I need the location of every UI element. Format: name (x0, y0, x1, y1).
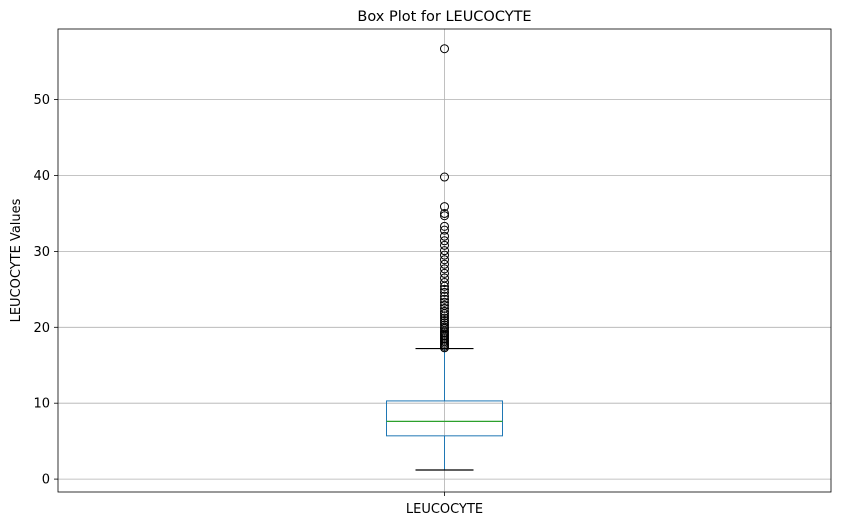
outlier-point (440, 300, 449, 310)
outlier-point (440, 221, 449, 231)
outlier-point (440, 297, 449, 307)
outlier-point (440, 268, 449, 278)
outlier-point (440, 273, 449, 283)
outlier-point (440, 44, 449, 54)
outlier-point (440, 250, 449, 260)
outlier-point (440, 255, 449, 265)
y-tick-label: 0 (42, 473, 50, 488)
outlier-point (440, 284, 449, 294)
outlier-point (440, 208, 449, 218)
axes: 0 10 20 30 40 50 LEUCOCYTE (33, 93, 483, 517)
outlier-point (440, 172, 449, 182)
outlier-point (440, 211, 449, 221)
outlier-point (440, 303, 449, 313)
outlier-point (440, 294, 449, 304)
outlier-point (440, 225, 449, 235)
y-tick-label: 10 (33, 397, 50, 412)
outlier-point (440, 315, 449, 325)
outlier-point (440, 322, 449, 332)
outlier-point (440, 231, 449, 241)
x-tick-label: LEUCOCYTE (406, 502, 483, 517)
outlier-point (440, 264, 449, 274)
y-tick-label: 40 (33, 169, 50, 184)
outlier-point (440, 291, 449, 301)
y-tick-label: 30 (33, 245, 50, 260)
plot-elements (386, 44, 503, 471)
y-axis-label: LEUCOCYTE Values (9, 198, 24, 322)
outlier-point (440, 320, 449, 330)
outlier-point (440, 246, 449, 256)
outlier-point (440, 318, 449, 328)
outlier-point (440, 202, 449, 212)
outlier-point (440, 313, 449, 323)
interquartile-box (386, 400, 503, 437)
chart-title: Box Plot for LEUCOCYTE (357, 9, 531, 25)
y-tick-label: 20 (33, 321, 50, 336)
y-tick-label: 50 (33, 93, 50, 108)
outlier-point (440, 240, 449, 250)
outlier-point (440, 287, 449, 297)
outlier-point (440, 306, 449, 316)
outlier-point (440, 236, 449, 246)
outlier-point (440, 278, 449, 288)
outlier-point (440, 259, 449, 269)
